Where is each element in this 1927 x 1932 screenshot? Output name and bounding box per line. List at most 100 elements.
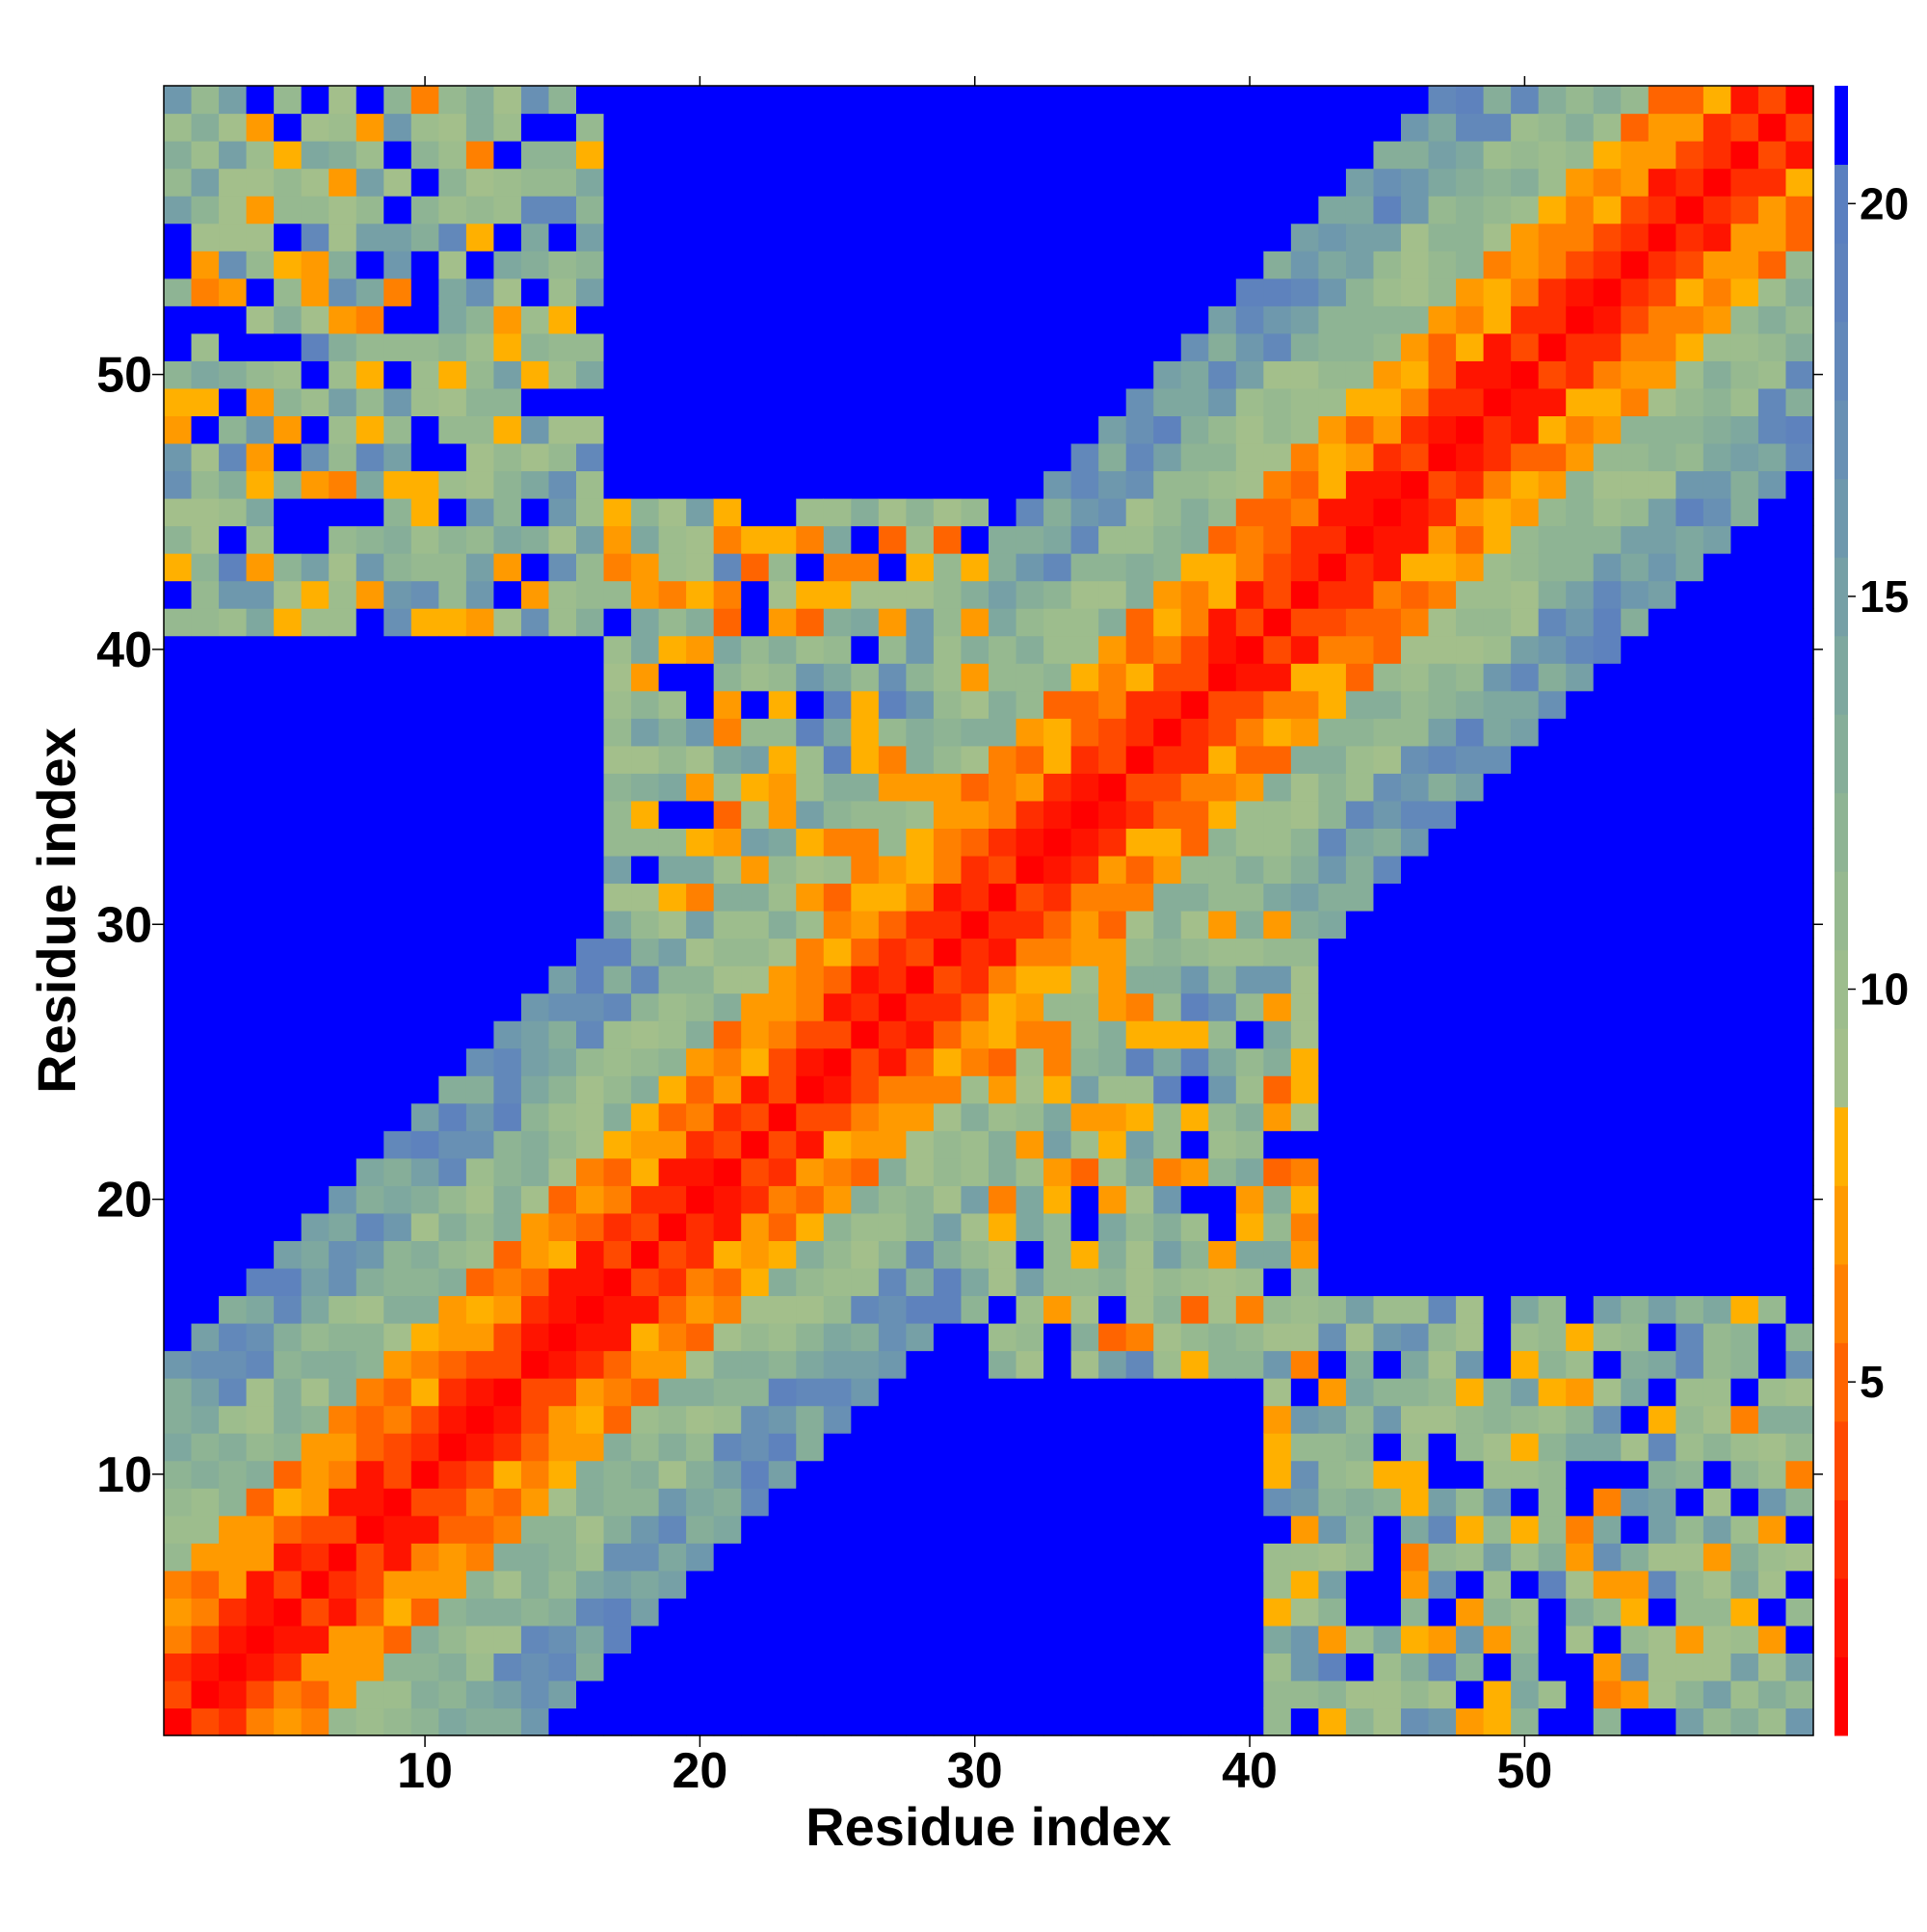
heatmap-cell bbox=[1730, 1543, 1759, 1572]
heatmap-cell bbox=[219, 525, 248, 554]
heatmap-cell bbox=[1676, 415, 1704, 444]
heatmap-cell bbox=[1318, 718, 1347, 747]
heatmap-cell bbox=[1757, 1102, 1787, 1131]
heatmap-cell bbox=[1180, 1653, 1209, 1681]
heatmap-cell bbox=[658, 1350, 687, 1379]
heatmap-cell bbox=[1428, 305, 1457, 334]
heatmap-cell bbox=[906, 1543, 935, 1572]
heatmap-cell bbox=[1757, 1295, 1787, 1324]
heatmap-cell bbox=[741, 1130, 770, 1159]
heatmap-cell bbox=[1785, 1350, 1814, 1379]
heatmap-cell bbox=[1208, 1488, 1237, 1517]
heatmap-cell bbox=[658, 1515, 687, 1544]
heatmap-cell bbox=[989, 113, 1017, 142]
heatmap-cell bbox=[1235, 1405, 1264, 1434]
heatmap-cell bbox=[438, 86, 467, 115]
heatmap-cell bbox=[383, 1130, 412, 1159]
heatmap-cell bbox=[576, 113, 605, 142]
heatmap-cell bbox=[1373, 525, 1402, 554]
heatmap-cell bbox=[219, 1378, 248, 1407]
heatmap-cell bbox=[1785, 1323, 1814, 1352]
heatmap-cell bbox=[1456, 580, 1485, 609]
heatmap-cell bbox=[1153, 223, 1182, 251]
heatmap-cell bbox=[1153, 1240, 1182, 1269]
heatmap-cell bbox=[1016, 608, 1044, 637]
heatmap-cell bbox=[989, 1598, 1017, 1627]
heatmap-cell bbox=[1456, 966, 1485, 994]
heatmap-cell bbox=[1235, 1625, 1264, 1654]
heatmap-cell bbox=[383, 1378, 412, 1407]
heatmap-cell bbox=[989, 1378, 1017, 1407]
heatmap-cell bbox=[576, 360, 605, 389]
heatmap-cell bbox=[1153, 966, 1182, 994]
heatmap-cell bbox=[329, 828, 357, 857]
heatmap-cell bbox=[493, 113, 522, 142]
heatmap-cell bbox=[933, 387, 963, 416]
heatmap-cell bbox=[1070, 1707, 1099, 1736]
heatmap-cell bbox=[1098, 1185, 1127, 1214]
heatmap-cell bbox=[1428, 1102, 1457, 1131]
heatmap-cell bbox=[1511, 1707, 1540, 1736]
heatmap-cell bbox=[1235, 1185, 1264, 1214]
heatmap-cell bbox=[164, 1515, 193, 1544]
heatmap-cell bbox=[1785, 470, 1814, 499]
heatmap-cell bbox=[548, 498, 577, 527]
heatmap-cell bbox=[1208, 855, 1237, 885]
heatmap-cell bbox=[741, 498, 770, 527]
heatmap-cell bbox=[465, 745, 494, 774]
heatmap-cell bbox=[823, 690, 852, 719]
heatmap-cell bbox=[851, 1460, 880, 1489]
heatmap-cell bbox=[1345, 1680, 1375, 1709]
heatmap-cell bbox=[1153, 855, 1182, 885]
heatmap-cell bbox=[1511, 498, 1540, 527]
heatmap-cell bbox=[1263, 690, 1292, 719]
heatmap-cell bbox=[1483, 1130, 1512, 1159]
heatmap-cell bbox=[1043, 442, 1072, 472]
heatmap-cell bbox=[1345, 141, 1375, 170]
heatmap-cell bbox=[493, 1378, 522, 1407]
heatmap-cell bbox=[164, 1020, 193, 1049]
heatmap-cell bbox=[301, 553, 330, 582]
heatmap-cell bbox=[164, 855, 193, 885]
heatmap-cell bbox=[1208, 1433, 1237, 1462]
heatmap-cell bbox=[961, 1625, 990, 1654]
heatmap-cell bbox=[741, 1405, 770, 1434]
heatmap-cell bbox=[851, 966, 880, 994]
heatmap-cell bbox=[631, 1130, 660, 1159]
heatmap-cell bbox=[1235, 883, 1264, 912]
heatmap-cell bbox=[1621, 251, 1650, 279]
heatmap-cell bbox=[1757, 1405, 1787, 1434]
heatmap-cell bbox=[961, 800, 990, 829]
heatmap-cell bbox=[658, 113, 687, 142]
heatmap-cell bbox=[961, 1570, 990, 1599]
heatmap-cell bbox=[1125, 1433, 1154, 1462]
heatmap-cell bbox=[576, 883, 605, 912]
heatmap-cell bbox=[823, 608, 852, 637]
heatmap-cell bbox=[576, 1680, 605, 1709]
heatmap-cell bbox=[1208, 86, 1237, 115]
heatmap-cell bbox=[548, 525, 577, 554]
heatmap-cell bbox=[823, 1323, 852, 1352]
heatmap-cell bbox=[1676, 141, 1704, 170]
heatmap-cell bbox=[191, 1240, 220, 1269]
heatmap-cell bbox=[1263, 278, 1292, 306]
heatmap-cell bbox=[1648, 1267, 1676, 1297]
heatmap-cell bbox=[1621, 663, 1650, 692]
heatmap-cell bbox=[1621, 387, 1650, 416]
heatmap-cell bbox=[1785, 992, 1814, 1021]
heatmap-cell bbox=[1511, 1460, 1540, 1489]
heatmap-cell bbox=[741, 1543, 770, 1572]
heatmap-cell bbox=[768, 1212, 797, 1241]
heatmap-cell bbox=[1621, 1625, 1650, 1654]
heatmap-cell bbox=[603, 883, 632, 912]
heatmap-cell bbox=[493, 1350, 522, 1379]
heatmap-cell bbox=[1373, 1212, 1402, 1241]
heatmap-cell bbox=[548, 992, 577, 1021]
heatmap-cell bbox=[1456, 360, 1485, 389]
heatmap-cell bbox=[906, 1350, 935, 1379]
heatmap-cell bbox=[301, 1212, 330, 1241]
heatmap-cell bbox=[1730, 278, 1759, 306]
heatmap-cell bbox=[1153, 1185, 1182, 1214]
heatmap-cell bbox=[1538, 168, 1567, 197]
heatmap-cell bbox=[658, 1680, 687, 1709]
